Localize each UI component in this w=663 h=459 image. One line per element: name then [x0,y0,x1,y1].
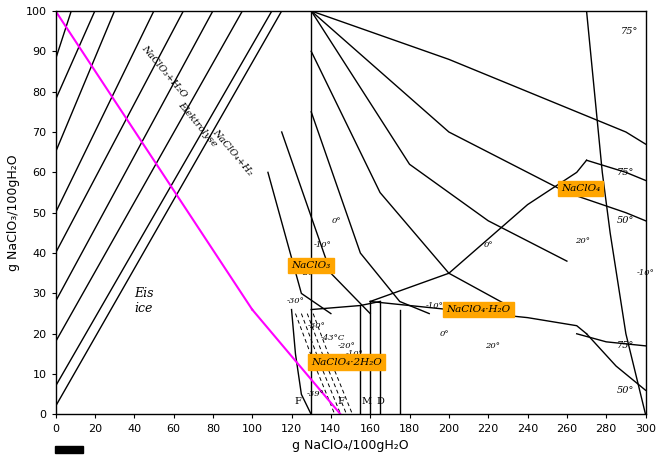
Text: Elektrolyse: Elektrolyse [176,100,219,148]
Text: 0°: 0° [332,217,341,225]
Text: 50°: 50° [617,386,634,395]
Text: 0°: 0° [483,241,493,249]
Text: B.lll.4.3: B.lll.4.3 [56,447,82,453]
Text: 75°: 75° [617,341,634,350]
Text: -39°: -39° [306,390,324,398]
Text: 75°: 75° [617,168,634,177]
Text: NaClO₃+H₂O: NaClO₃+H₂O [139,44,188,100]
Text: M: M [361,397,371,406]
Text: -10°: -10° [636,269,654,277]
Text: 50°: 50° [617,216,634,225]
Text: 0°: 0° [440,330,450,338]
Text: NaClO₄+H₂: NaClO₄+H₂ [211,127,255,177]
Text: NaClO₄: NaClO₄ [561,184,600,193]
Text: 20°: 20° [575,237,590,245]
Text: -30°: -30° [286,297,304,306]
Text: 20°: 20° [485,342,500,350]
Text: -30°: -30° [308,322,326,330]
Text: D: D [376,397,384,406]
Text: -20°: -20° [337,342,355,350]
Text: NaClO₄·H₂O: NaClO₄·H₂O [446,305,511,314]
Text: -20°: -20° [300,269,318,277]
Text: -43°C: -43°C [321,334,345,342]
Text: 75°: 75° [621,27,638,36]
Text: -10°: -10° [345,350,363,358]
Text: Eis
ice: Eis ice [135,287,154,315]
Text: NaClO₄·2H₂O: NaClO₄·2H₂O [311,358,382,367]
Y-axis label: g NaClO₃/100gH₂O: g NaClO₃/100gH₂O [7,154,20,271]
Text: F: F [337,397,344,406]
X-axis label: g NaClO₄/100gH₂O: g NaClO₄/100gH₂O [292,439,409,452]
Text: -10°: -10° [314,241,332,249]
Text: NaClO₃: NaClO₃ [292,261,331,270]
Text: -10°: -10° [426,302,444,309]
Text: F: F [294,397,301,406]
